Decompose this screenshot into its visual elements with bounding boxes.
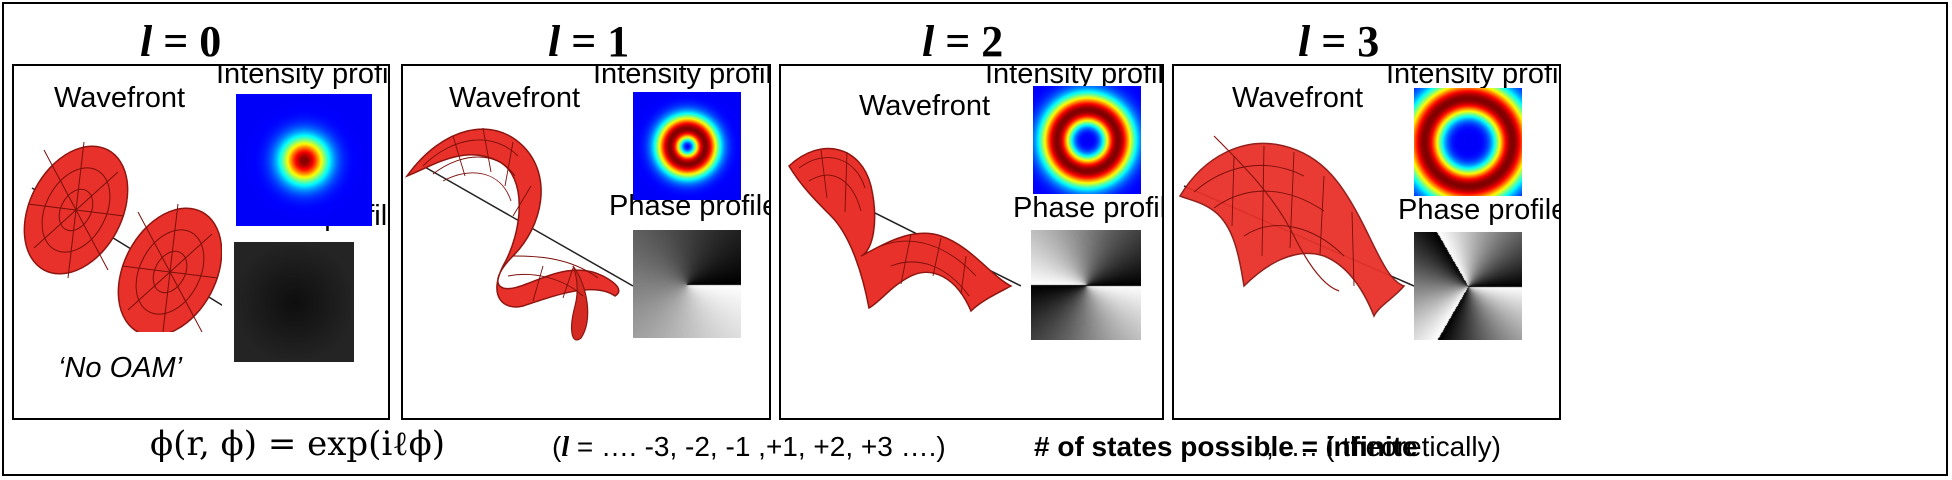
intensity-profile-image xyxy=(1033,86,1141,194)
phase-label: Phase profile xyxy=(1013,192,1162,224)
theoretically-text: , …. ( theoretically) xyxy=(1266,431,1501,462)
wavefront-illustration xyxy=(404,127,633,341)
intensity-label: Intensity profile xyxy=(593,64,771,90)
panel-l1: Wavefront Intensity profile Phase profil… xyxy=(401,64,771,420)
mode-title-l1: l = 1 xyxy=(548,17,630,66)
wavefront-label: Wavefront xyxy=(449,82,581,114)
panel-l0: Wavefront Intensity profile Phase profil… xyxy=(12,64,390,420)
phase-profile-image xyxy=(234,242,354,362)
intensity-profile-image xyxy=(1414,88,1522,196)
phase-profile-image xyxy=(1414,232,1522,340)
intensity-profile-image xyxy=(236,94,372,226)
panel-l3: Wavefront Intensity profile Phase profil… xyxy=(1172,64,1561,420)
phase-profile-image xyxy=(633,230,741,338)
phase-profile-image xyxy=(1031,230,1141,340)
wavefront-disk xyxy=(117,203,222,332)
mode-title-l3: l = 3 xyxy=(1298,17,1380,66)
mode-title-l2: l = 2 xyxy=(922,17,1004,66)
wavefront-illustration xyxy=(1178,135,1414,318)
panel-l2: Wavefront Intensity profile Phase profil… xyxy=(779,64,1164,420)
mode-title-l0: l = 0 xyxy=(140,17,222,66)
wavefront-disk xyxy=(23,141,129,279)
wavefront-illustration xyxy=(788,147,1021,313)
states-text: # of states possible = infinite xyxy=(1034,431,1418,462)
wavefront-label: Wavefront xyxy=(859,90,991,122)
no-oam-label: ‘No OAM’ xyxy=(58,352,183,384)
wavefront-label: Wavefront xyxy=(1232,82,1364,114)
phase-formula: ϕ(r, ϕ) = exp(iℓϕ) xyxy=(150,424,446,464)
wavefront-illustration xyxy=(23,141,222,332)
intensity-label: Intensity profile xyxy=(1386,64,1559,90)
wavefront-label: Wavefront xyxy=(54,82,186,114)
intensity-profile-image xyxy=(633,92,741,200)
phase-label: Phase profile xyxy=(1398,194,1561,226)
l-range-text: (l = …. -3, -2, -1 ,+1, +2, +3 ….) xyxy=(552,431,946,463)
intensity-label: Intensity profile xyxy=(216,64,389,90)
